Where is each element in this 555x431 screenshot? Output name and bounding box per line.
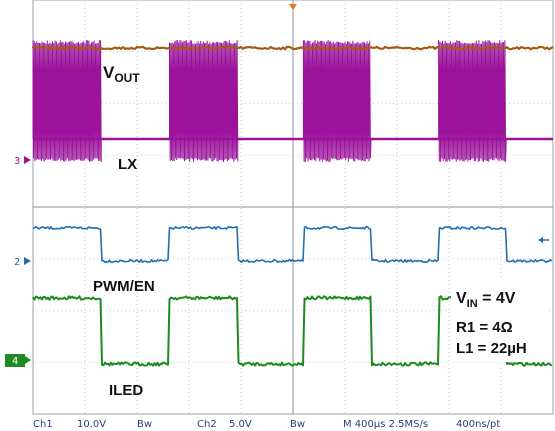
ch1-label: Ch1 [33, 419, 53, 430]
ch2-label: Ch2 [197, 419, 217, 430]
pwm-en-trace [32, 225, 553, 264]
vin-annotation: VIN = 4V [456, 290, 516, 310]
iled-label: ILED [109, 382, 143, 399]
traces [31, 39, 554, 367]
sample-interval: 400ns/pt [456, 419, 500, 430]
timebase: M 400µs 2.5MS/s [343, 419, 428, 430]
lx-trace [32, 39, 553, 163]
ch2-bandwidth: Bw [290, 419, 305, 430]
ch1-scale: 10.0V [77, 419, 106, 430]
r1-annotation: R1 = 4Ω [456, 319, 513, 336]
channel-3-marker: 3 [14, 156, 31, 167]
pwm-en-label: PWM/EN [93, 278, 155, 295]
trigger-marker [289, 4, 297, 10]
annotation-box [451, 278, 547, 362]
lx-label: LX [118, 156, 137, 173]
channel-4-marker: 4 [5, 354, 31, 367]
scope-footer: Ch1 10.0V Bw Ch2 5.0V Bw M 400µs 2.5MS/s… [33, 419, 500, 430]
svg-text:3: 3 [14, 156, 20, 167]
ch2-scale: 5.0V [229, 419, 252, 430]
vout-trace [31, 45, 554, 51]
channel-2-marker: 2 [14, 257, 31, 268]
ch1-bandwidth: Bw [137, 419, 152, 430]
right-arrow-marker [538, 237, 549, 243]
vout-label: VOUT [103, 63, 140, 85]
svg-text:4: 4 [12, 356, 18, 367]
lx-waveform [32, 39, 553, 163]
l1-annotation: L1 = 22µH [456, 340, 527, 357]
svg-text:2: 2 [14, 257, 20, 268]
